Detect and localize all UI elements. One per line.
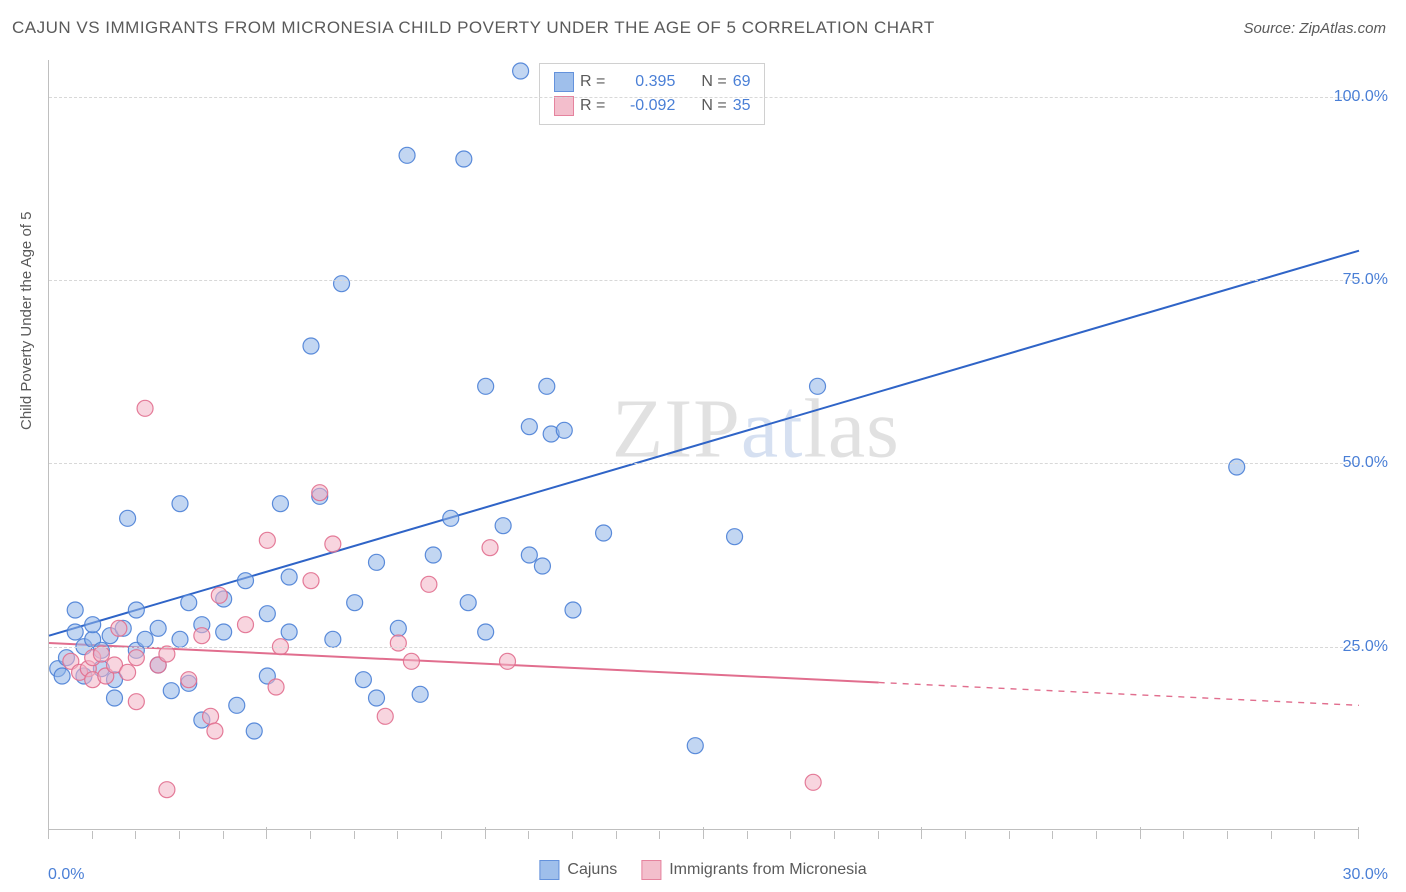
- x-axis-max-label: 30.0%: [1343, 866, 1388, 884]
- x-axis-min-label: 0.0%: [48, 866, 84, 884]
- x-tick-minor: [790, 831, 791, 839]
- x-tick-major: [1358, 827, 1359, 839]
- legend-label-cajuns: Cajuns: [567, 861, 617, 879]
- scatter-svg: [49, 60, 1358, 829]
- x-tick-minor: [659, 831, 660, 839]
- x-tick-minor: [572, 831, 573, 839]
- source-attribution: Source: ZipAtlas.com: [1243, 20, 1386, 37]
- x-tick-minor: [965, 831, 966, 839]
- chart-container: CAJUN VS IMMIGRANTS FROM MICRONESIA CHIL…: [0, 0, 1406, 892]
- x-tick-major: [48, 827, 49, 839]
- gridline: [49, 463, 1358, 464]
- y-tick-label: 50.0%: [1343, 454, 1388, 472]
- x-tick-minor: [747, 831, 748, 839]
- chart-title: CAJUN VS IMMIGRANTS FROM MICRONESIA CHIL…: [12, 18, 935, 38]
- swatch-micronesia-icon: [641, 860, 661, 880]
- y-tick-label: 75.0%: [1343, 271, 1388, 289]
- x-tick-major: [703, 827, 704, 839]
- x-tick-minor: [1227, 831, 1228, 839]
- x-tick-minor: [310, 831, 311, 839]
- x-tick-minor: [1052, 831, 1053, 839]
- legend-item-micronesia: Immigrants from Micronesia: [641, 860, 866, 880]
- x-tick-minor: [1314, 831, 1315, 839]
- x-tick-minor: [1009, 831, 1010, 839]
- swatch-cajuns-icon: [539, 860, 559, 880]
- x-tick-minor: [1183, 831, 1184, 839]
- x-tick-major: [266, 827, 267, 839]
- x-tick-minor: [878, 831, 879, 839]
- x-tick-minor: [834, 831, 835, 839]
- gridline: [49, 647, 1358, 648]
- x-tick-minor: [354, 831, 355, 839]
- gridline: [49, 97, 1358, 98]
- y-axis-label: Child Poverty Under the Age of 5: [18, 212, 35, 430]
- x-tick-minor: [397, 831, 398, 839]
- x-tick-minor: [92, 831, 93, 839]
- x-tick-minor: [1271, 831, 1272, 839]
- x-tick-minor: [179, 831, 180, 839]
- y-tick-label: 25.0%: [1343, 638, 1388, 656]
- gridline: [49, 280, 1358, 281]
- x-tick-major: [1140, 827, 1141, 839]
- x-tick-minor: [616, 831, 617, 839]
- legend-label-micronesia: Immigrants from Micronesia: [669, 861, 866, 879]
- x-tick-minor: [441, 831, 442, 839]
- x-tick-major: [485, 827, 486, 839]
- series-legend: Cajuns Immigrants from Micronesia: [539, 860, 866, 880]
- x-tick-major: [921, 827, 922, 839]
- legend-item-cajuns: Cajuns: [539, 860, 617, 880]
- x-tick-minor: [528, 831, 529, 839]
- y-tick-label: 100.0%: [1334, 88, 1388, 106]
- x-tick-minor: [135, 831, 136, 839]
- x-tick-minor: [1096, 831, 1097, 839]
- plot-area: ZIPatlas R = 0.395 N = 69 R = -0.092 N =…: [48, 60, 1358, 830]
- x-tick-minor: [223, 831, 224, 839]
